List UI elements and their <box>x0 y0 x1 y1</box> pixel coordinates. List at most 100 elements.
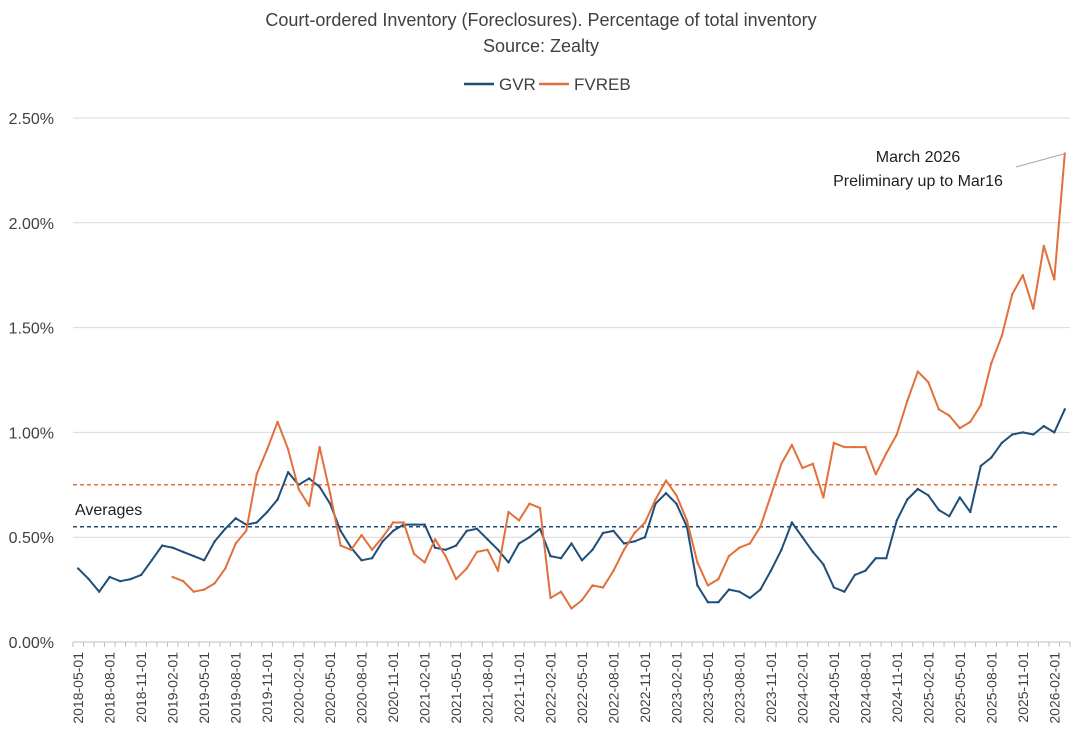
y-tick-label: 0.50% <box>9 530 54 547</box>
data-point-fvreb <box>339 544 342 547</box>
data-point-gvr <box>885 557 888 560</box>
data-point-fvreb <box>182 580 185 583</box>
data-point-gvr <box>507 561 510 564</box>
data-point-fvreb <box>916 370 919 373</box>
x-tick-label: 2022-11-01 <box>637 652 653 723</box>
data-point-gvr <box>780 548 783 551</box>
x-tick-label: 2022-08-01 <box>605 652 621 724</box>
data-point-fvreb <box>475 550 479 554</box>
data-point-gvr <box>727 588 731 591</box>
data-point-fvreb <box>391 521 395 524</box>
y-tick-label: 1.50% <box>9 321 54 338</box>
data-point-fvreb <box>654 498 657 501</box>
data-point-gvr <box>192 554 195 558</box>
data-point-fvreb <box>811 462 815 465</box>
data-point-fvreb <box>1042 244 1046 248</box>
data-point-fvreb <box>444 554 447 558</box>
data-point-gvr <box>203 559 206 562</box>
data-point-fvreb <box>433 538 437 541</box>
data-point-gvr <box>517 542 521 545</box>
data-point-gvr <box>475 527 479 530</box>
data-point-gvr <box>444 548 447 551</box>
data-point-gvr <box>87 577 90 581</box>
data-point-fvreb <box>1053 278 1056 281</box>
data-point-fvreb <box>633 531 636 535</box>
data-point-gvr <box>433 546 437 549</box>
data-point-fvreb <box>370 548 374 551</box>
data-point-fvreb <box>423 561 426 564</box>
data-point-fvreb <box>318 445 321 449</box>
y-axis-ticks: 0.00% 0.50% 1.00% 1.50% 2.00% 2.50% <box>9 111 54 652</box>
data-point-fvreb <box>685 519 689 522</box>
data-point-fvreb <box>948 414 951 417</box>
data-point-fvreb <box>1011 292 1014 296</box>
data-point-fvreb <box>643 521 647 524</box>
data-point-gvr <box>895 519 898 522</box>
x-tick-label: 2022-02-01 <box>543 652 559 724</box>
data-point-gvr <box>171 546 174 549</box>
data-point-fvreb <box>769 494 773 497</box>
x-tick-label: 2024-02-01 <box>794 652 810 724</box>
data-point-gvr <box>381 540 384 543</box>
data-point-gvr <box>696 584 699 587</box>
average-lines <box>73 484 1058 528</box>
data-point-fvreb <box>727 554 731 558</box>
data-point-gvr <box>538 527 542 530</box>
data-point-gvr <box>864 569 867 572</box>
series-line-gvr <box>77 408 1066 604</box>
data-point-gvr <box>790 521 794 524</box>
x-tick-label: 2024-11-01 <box>889 652 905 723</box>
data-point-gvr <box>108 575 111 579</box>
data-point-gvr <box>717 601 720 604</box>
data-point-fvreb <box>622 548 626 551</box>
data-point-gvr <box>958 496 961 499</box>
x-tick-label: 2026-02-01 <box>1046 652 1062 724</box>
data-point-fvreb <box>864 445 867 449</box>
data-point-fvreb <box>328 492 332 495</box>
data-point-gvr <box>643 536 647 539</box>
data-point-fvreb <box>402 521 405 524</box>
data-point-gvr <box>391 529 395 533</box>
legend: GVR FVREB <box>464 75 631 94</box>
data-point-fvreb <box>1032 307 1035 310</box>
data-point-fvreb <box>601 586 605 589</box>
data-point-gvr <box>927 494 930 497</box>
x-tick-label: 2021-11-01 <box>511 652 527 723</box>
data-point-fvreb <box>276 420 279 424</box>
data-point-fvreb <box>843 445 846 449</box>
x-tick-label: 2021-02-01 <box>417 652 433 724</box>
data-point-gvr <box>769 569 773 572</box>
data-point-gvr <box>182 550 185 554</box>
x-tick-label: 2025-11-01 <box>1015 652 1031 723</box>
data-point-fvreb <box>706 584 710 587</box>
data-point-gvr <box>801 536 804 539</box>
data-point-gvr <box>591 548 594 551</box>
data-point-fvreb <box>738 546 741 549</box>
data-point-fvreb <box>570 607 573 610</box>
x-tick-label: 2025-08-01 <box>983 652 999 724</box>
legend-label-gvr: GVR <box>499 75 536 94</box>
x-tick-label: 2019-11-01 <box>259 652 275 723</box>
data-point-fvreb <box>307 504 311 507</box>
data-point-fvreb <box>1000 334 1003 338</box>
data-point-gvr <box>318 485 321 489</box>
y-tick-label: 2.50% <box>9 111 54 128</box>
data-point-fvreb <box>969 420 972 424</box>
data-point-fvreb <box>486 548 489 551</box>
data-point-fvreb <box>906 399 909 403</box>
gridlines <box>73 117 1070 643</box>
data-point-fvreb <box>780 462 783 465</box>
x-tick-label: 2024-08-01 <box>857 652 873 724</box>
data-point-fvreb <box>801 466 804 470</box>
x-tick-label: 2020-11-01 <box>385 652 401 723</box>
data-point-gvr <box>360 559 363 562</box>
data-point-gvr <box>1032 433 1035 436</box>
data-point-fvreb <box>874 473 877 476</box>
data-point-gvr <box>549 554 552 558</box>
x-tick-label: 2023-11-01 <box>763 652 779 723</box>
data-point-fvreb <box>538 506 542 510</box>
data-point-gvr <box>454 544 458 547</box>
data-point-gvr <box>528 536 531 539</box>
data-point-fvreb <box>580 598 584 602</box>
x-tick-label: 2024-05-01 <box>826 652 842 724</box>
